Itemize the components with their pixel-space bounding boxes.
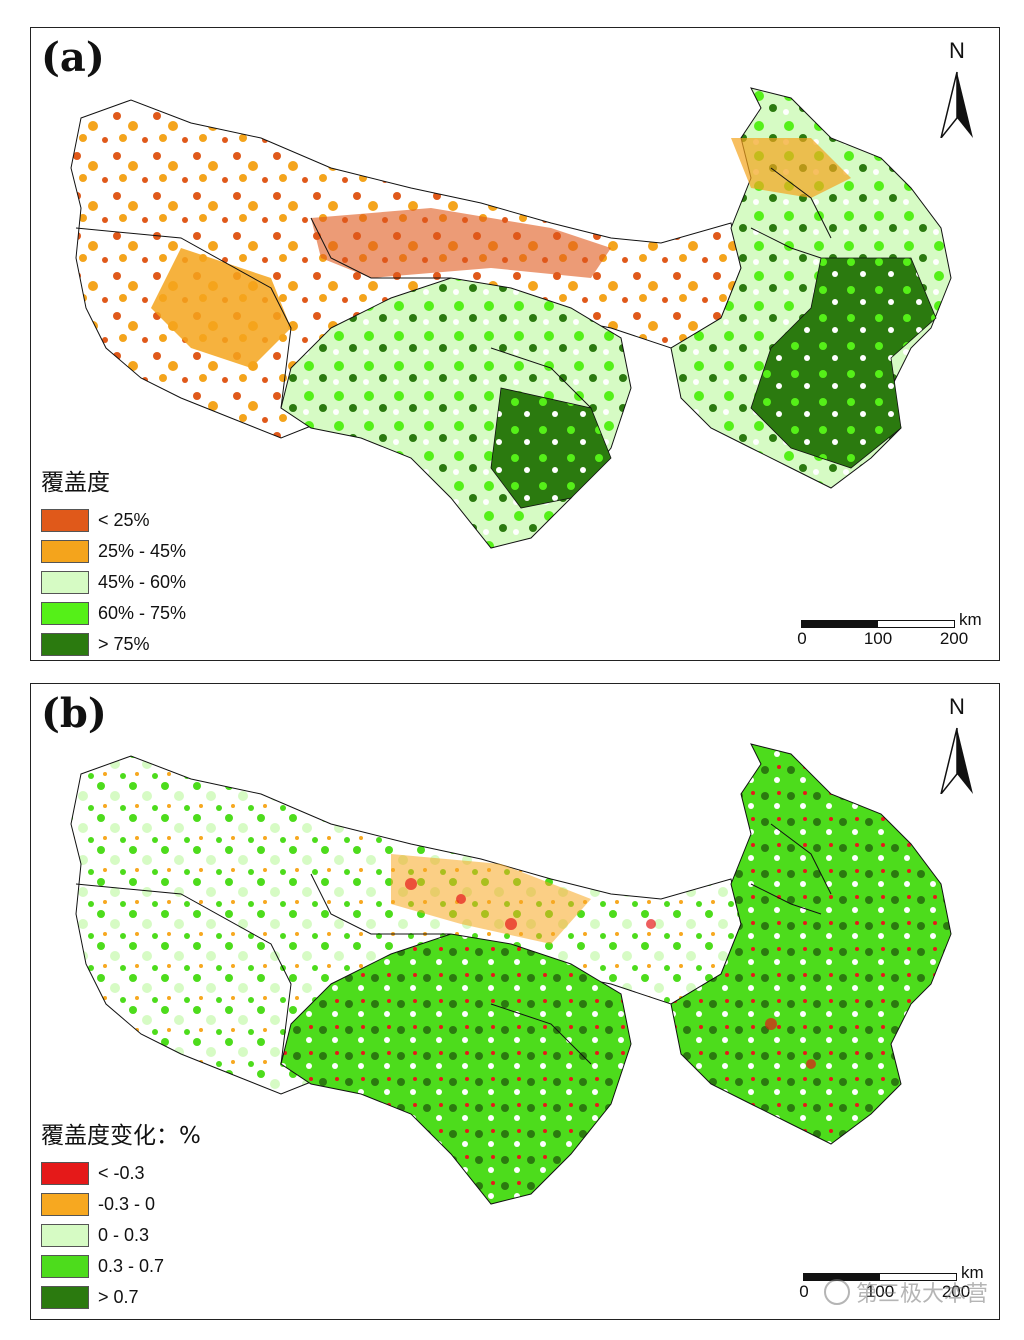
north-label: N (949, 38, 965, 63)
scale-bar-segment (801, 620, 879, 628)
scale-unit: km (961, 1263, 984, 1282)
legend-label: > 75% (98, 634, 150, 654)
scale-tick: 100 (863, 629, 893, 648)
legend-label: -0.3 - 0 (98, 1194, 156, 1214)
region-decline (391, 854, 591, 944)
legend-swatch (41, 540, 89, 563)
scale-bar: km 0 100 200 (799, 1263, 993, 1309)
region-east (670, 743, 952, 1145)
region-central (280, 933, 632, 1205)
legend-swatch (41, 1193, 89, 1216)
panel-label: (a) (41, 34, 105, 81)
legend-item: < -0.3 (41, 1158, 201, 1189)
watermark-text: 第三极大本营 (855, 1282, 988, 1307)
vegetation-cover-map (70, 87, 952, 549)
north-label: N (949, 694, 965, 719)
legend-item: -0.3 - 0 (41, 1189, 201, 1220)
scale-tick: 0 (797, 629, 807, 648)
map-panel-a: (a) N 覆盖度 < 25% 25% - 45% 45% - 60% 60% … (30, 27, 1000, 661)
legend-label: < -0.3 (98, 1163, 145, 1183)
legend: 覆盖度变化：% < -0.3 -0.3 - 0 0 - 0.3 0.3 - 0.… (41, 1116, 201, 1313)
region-north-orange (311, 208, 611, 278)
legend-swatch (41, 633, 89, 656)
legend-title: 覆盖度 (41, 470, 110, 496)
legend-swatch (41, 1255, 89, 1278)
legend-swatch (41, 1162, 89, 1185)
decline-patches (405, 878, 816, 1069)
scale-tick: 200 (941, 1282, 971, 1301)
region-west-orange (151, 248, 291, 368)
watermark: 第三极大本营 (823, 1276, 988, 1308)
scale-bar: km 0 100 200 (797, 610, 991, 656)
cover-change-map (70, 743, 952, 1205)
county-boundaries (75, 823, 832, 1065)
north-arrow-icon (940, 71, 973, 139)
legend-label: 0 - 0.3 (98, 1225, 150, 1245)
panel-label: (b) (41, 690, 107, 737)
legend-item: < 25% (41, 505, 186, 536)
scale-tick: 0 (799, 1282, 809, 1301)
scale-tick: 200 (939, 629, 969, 648)
legend: 覆盖度 < 25% 25% - 45% 45% - 60% 60% - 75% … (41, 463, 186, 660)
legend-label: 25% - 45% (98, 541, 187, 561)
legend-swatch (41, 602, 89, 625)
legend-label: 45% - 60% (98, 572, 187, 592)
legend-item: 25% - 45% (41, 536, 186, 567)
legend-label: > 0.7 (98, 1287, 139, 1307)
legend-title: 覆盖度变化：% (41, 1123, 201, 1149)
county-boundaries (75, 167, 832, 409)
legend-label: 0.3 - 0.7 (98, 1256, 165, 1276)
region-east-dense (750, 257, 937, 469)
north-arrow: N (937, 38, 977, 139)
legend-swatch (41, 571, 89, 594)
scale-unit: km (959, 610, 982, 629)
region-east-orange (731, 138, 851, 198)
legend-item: 0 - 0.3 (41, 1220, 201, 1251)
north-arrow-icon (940, 727, 973, 795)
legend-item: 60% - 75% (41, 598, 186, 629)
legend-label: < 25% (98, 510, 150, 530)
wechat-icon (823, 1279, 850, 1305)
legend-item: 0.3 - 0.7 (41, 1251, 201, 1282)
north-arrow: N (937, 694, 977, 795)
legend-item: > 75% (41, 629, 186, 660)
legend-item: > 0.7 (41, 1282, 201, 1313)
scale-tick: 100 (865, 1282, 895, 1301)
legend-label: 60% - 75% (98, 603, 187, 623)
legend-swatch (41, 1286, 89, 1309)
scale-bar-segment (879, 1273, 957, 1281)
legend-swatch (41, 1224, 89, 1247)
legend-item: 45% - 60% (41, 567, 186, 598)
map-panel-b: (b) N 覆盖度变化：% < -0.3 -0.3 - 0 0 - 0.3 0.… (30, 683, 1000, 1320)
scale-bar-segment (877, 620, 955, 628)
legend-swatch (41, 509, 89, 532)
